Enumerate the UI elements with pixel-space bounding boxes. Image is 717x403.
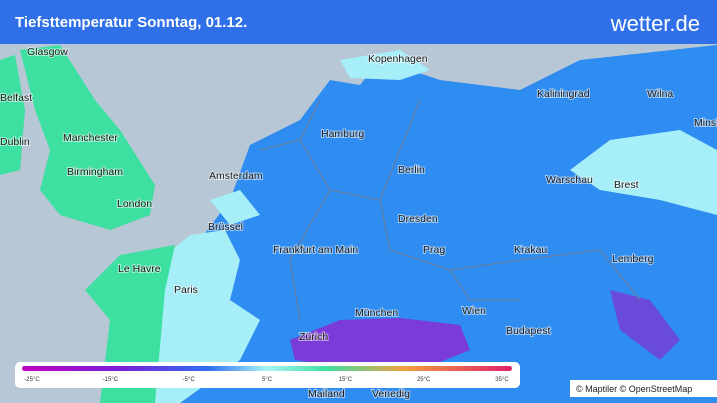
brand-logo[interactable]: wetter.de [610,11,700,36]
city-label: Manchester [63,132,118,144]
city-label: Amsterdam [209,170,263,182]
header-title: Tiefsttemperatur Sonntag, 01.12. [15,14,247,31]
city-label: London [117,198,152,210]
legend-label: -25°C [24,377,40,383]
land-warm [20,45,155,230]
city-label: Wilna [647,88,673,100]
city-label: Brüssel [208,221,243,233]
attribution[interactable]: © Maptiler © OpenStreetMap [576,384,692,394]
city-label: Prag [423,244,445,256]
city-label: Brest [614,179,639,191]
land-mild [150,230,260,403]
city-label: Hamburg [321,128,364,140]
city-label: Minsk [694,117,717,129]
legend-label: 35°C [495,377,509,383]
city-label: Warschau [546,174,593,186]
land-mild [340,50,430,80]
legend-label: 25°C [417,377,431,383]
legend-label: -5°C [183,377,196,383]
city-label: Krakau [514,244,547,256]
legend-gradient [22,366,512,371]
land-mild [570,130,717,215]
city-label: Birmingham [67,166,123,178]
city-label: Kaliningrad [537,88,590,100]
city-label: München [355,307,398,319]
east-cold [610,290,680,360]
city-label: Dublin [0,136,30,148]
city-label: Le Havre [118,263,161,275]
land-mild [210,190,260,225]
header-bar [0,0,717,44]
city-label: Berlin [398,164,425,176]
land-cold [150,45,717,403]
city-label: Zürich [299,331,328,343]
borders [259,99,641,321]
city-label: Frankfurt am Main [273,244,358,256]
legend-label: -15°C [103,377,119,383]
city-label: Dresden [398,213,438,225]
alps-cold [290,318,470,370]
legend-label: 15°C [339,377,353,383]
city-label: Wien [462,305,486,317]
city-label: Kopenhagen [368,53,428,65]
city-label: Mailand [308,388,345,400]
city-label: Glasgow [27,46,68,58]
attribution-box [570,380,717,397]
land-warm [0,55,25,175]
city-label: Budapest [506,325,550,337]
city-label: Venedig [372,388,410,400]
city-label: Paris [174,284,198,296]
legend-box [15,362,520,388]
city-label: Lemberg [612,253,654,265]
legend-label: 5°C [262,377,273,383]
city-label: Belfast [0,92,32,104]
